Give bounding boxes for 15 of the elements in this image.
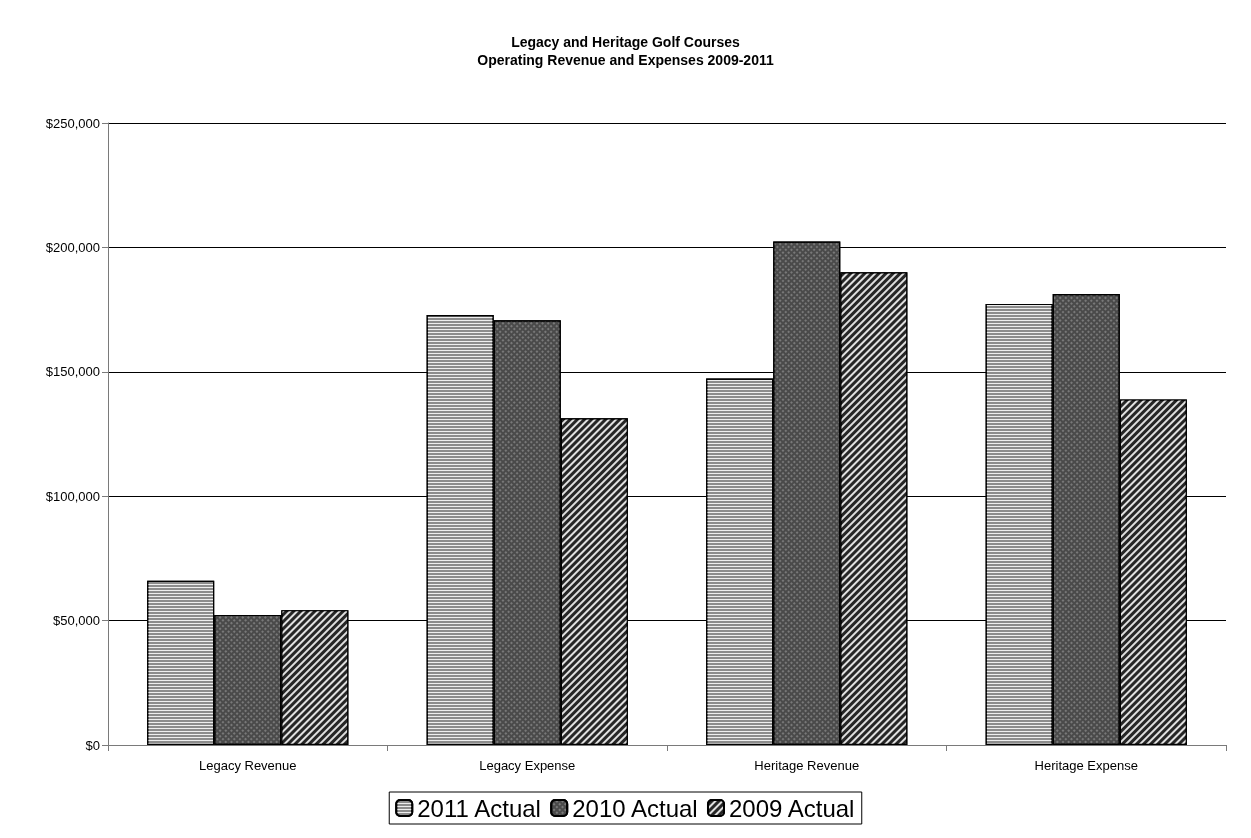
y-tick-label: $150,000 [45,364,100,380]
y-tick-label: $50,000 [53,613,100,629]
x-tick-label: Heritage Revenue [754,758,860,773]
legend-label: 2010 Actual [572,794,698,822]
x-tick-label: Heritage Expense [1034,758,1138,773]
x-tick-label: Legacy Expense [479,758,576,773]
y-tick-label: $200,000 [45,239,100,255]
chart-subtitle: Operating Revenue and Expenses 2009-2011 [477,52,774,68]
legend-label: 2011 Actual [417,794,541,822]
legend-label: 2009 Actual [728,794,855,822]
y-tick-label: $0 [85,737,100,753]
y-tick-label: $100,000 [45,488,100,504]
x-tick-label: Legacy Revenue [198,758,297,773]
y-tick-label: $250,000 [45,115,100,131]
chart-title: Legacy and Heritage Golf Courses [511,34,741,50]
